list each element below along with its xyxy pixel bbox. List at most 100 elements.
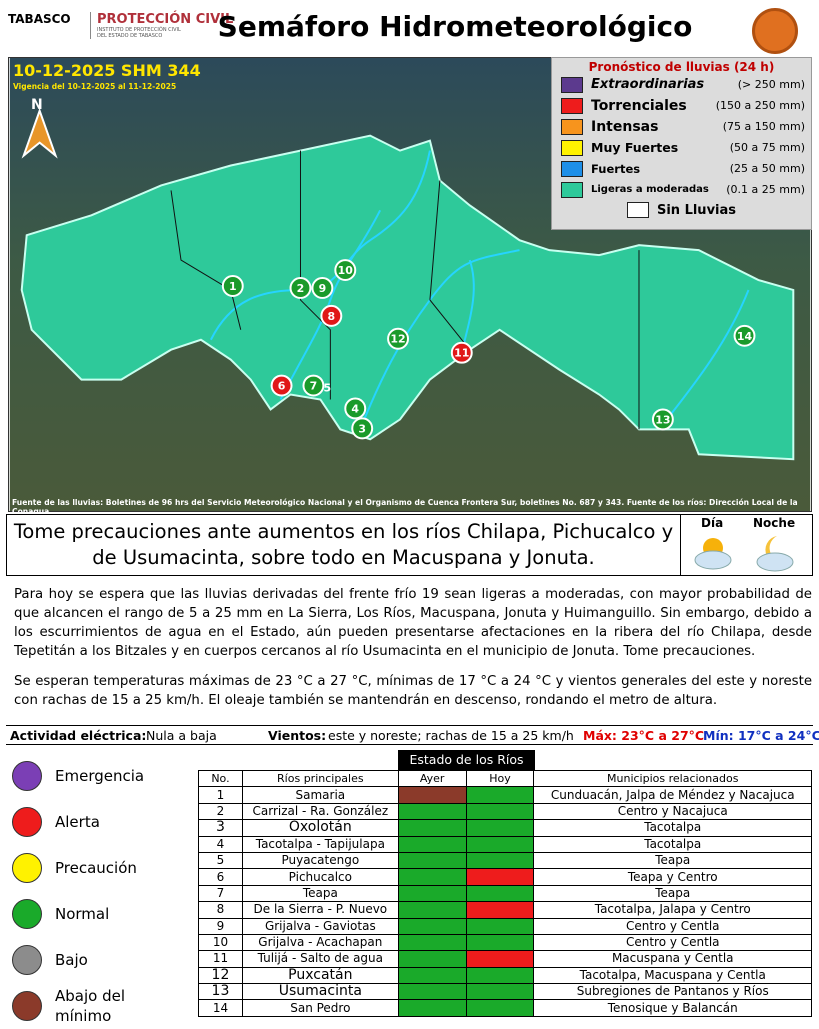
forecast-text: Para hoy se espera que las lluvias deriv…	[14, 585, 812, 721]
municipality-cell: Tacotalpa, Jalapa y Centro	[533, 901, 812, 919]
wind-label: Vientos:	[268, 728, 327, 743]
marker-label: 11	[454, 347, 469, 360]
warning-box: Tome precauciones ante aumentos en los r…	[6, 514, 813, 576]
table-body: 1 Samaria Cunduacán, Jalpa de Méndez y Nac…	[198, 786, 812, 1017]
marker-dot	[320, 304, 343, 327]
logo-text: TABASCO	[8, 12, 71, 26]
status-legend: Emergencia Alerta Precaución Normal Bajo Abaj…	[12, 753, 192, 1029]
municipality-cell: Cunduacán, Jalpa de Méndez y Nacajuca	[533, 786, 812, 804]
legend-items: Extraordinarias (> 250 mm) Torrenciales (15…	[552, 74, 811, 200]
border-line	[429, 180, 471, 351]
table-row: 7 Teapa Teapa	[198, 884, 812, 903]
river-cell: Pichucalco	[241, 868, 399, 886]
municipality-cell: Centro y Centla	[533, 933, 812, 952]
status-label: Precaución	[55, 859, 137, 877]
table-row: 11 Tulijá - Salto de agua Macuspana y Cent…	[198, 950, 812, 968]
status-today	[465, 901, 535, 919]
table-title: Estado de los Ríos	[398, 750, 535, 770]
electric-value: Nula a baja	[146, 728, 217, 743]
status-dot	[12, 991, 42, 1021]
status-yesterday	[397, 819, 467, 837]
table-row: 1 Samaria Cunduacán, Jalpa de Méndez y Nac…	[198, 786, 812, 804]
marker-label: 6	[278, 380, 286, 393]
river-cell: Puyacatengo	[241, 851, 399, 870]
warning-text: Tome precauciones ante aumentos en los r…	[13, 520, 674, 569]
number-cell: 10	[198, 933, 243, 952]
swatch	[561, 76, 583, 93]
legend-item: Intensas (75 a 150 mm)	[552, 116, 811, 137]
municipality-cell: Macuspana y Centla	[533, 950, 812, 968]
table-row: 4 Tacotalpa - Tapijulapa Tacotalpa	[198, 835, 812, 853]
status-today	[465, 999, 535, 1017]
status-today	[465, 835, 535, 853]
status-today	[465, 786, 535, 804]
status-label: Normal	[55, 905, 110, 923]
table: No. Ríos principales Ayer Hoy Municipios rel…	[198, 769, 812, 1017]
legend-label: Muy Fuertes	[591, 140, 679, 155]
rain-legend: Pronóstico de lluvias (24 h) Extraordina…	[551, 57, 812, 230]
paragraph: Para hoy se espera que las lluvias deriv…	[14, 587, 812, 659]
marker-label: 2	[297, 282, 305, 295]
river-cell: Carrizal - Ra. González	[241, 802, 399, 821]
table-row: 13 Usumacinta Subregiones de Pantanos y Rí…	[198, 983, 812, 1001]
legend-range: (25 a 50 mm)	[729, 162, 805, 175]
cloud-icon	[756, 552, 794, 572]
river-cell: Teapa	[241, 884, 399, 903]
marker-dot	[450, 341, 473, 364]
municipality-cell: Subregiones de Pantanos y Ríos	[533, 983, 812, 1001]
river-cell: Tacotalpa - Tapijulapa	[241, 835, 399, 853]
bulletin-id: 10-12-2025 SHM 344	[13, 61, 201, 80]
rivers-table: Estado de los Ríos No. Ríos principales Ay…	[198, 750, 812, 1017]
river-line	[279, 209, 382, 400]
number-cell: 12	[198, 966, 243, 985]
river-cell: De la Sierra - P. Nuevo	[241, 901, 399, 919]
status-label: Abajo del mínimo	[55, 987, 126, 1025]
marker-dot	[651, 408, 674, 431]
river-cell: Grijalva - Gaviotas	[241, 917, 399, 935]
seal-icon	[752, 8, 798, 54]
status-today	[465, 966, 535, 985]
border-line	[170, 190, 242, 330]
number-cell: 8	[198, 901, 243, 919]
status-yesterday	[397, 868, 467, 886]
legend-label: Ligeras a moderadas	[591, 184, 709, 195]
legend-title: Pronóstico de lluvias (24 h)	[588, 60, 775, 74]
legend-range: (> 250 mm)	[737, 78, 805, 91]
marker-dot	[311, 277, 334, 299]
legend-item: Ligeras a moderadas (0.1 a 25 mm)	[552, 179, 811, 200]
status-dot	[12, 945, 42, 975]
number-cell: 3	[198, 819, 243, 837]
status-yesterday	[397, 835, 467, 853]
min-temp: Mín: 17°C a 24°C	[703, 728, 819, 743]
status-yesterday	[397, 884, 467, 903]
municipality-cell: Tacotalpa, Macuspana y Centla	[533, 966, 812, 985]
marker-label: 7	[310, 380, 318, 393]
status-label: Emergencia	[55, 767, 145, 785]
number-cell: 7	[198, 884, 243, 903]
legend-item: Muy Fuertes (50 a 75 mm)	[552, 137, 811, 158]
municipality-cell: Teapa y Centro	[533, 868, 812, 886]
status-dot	[12, 807, 42, 837]
status-yesterday	[397, 999, 467, 1017]
marker-label: 4	[351, 402, 359, 415]
river-cell: Puxcatán	[241, 966, 399, 985]
page-title: Semáforo Hidrometeorológico	[217, 10, 693, 43]
swatch	[561, 181, 583, 198]
legend-label: Fuertes	[591, 161, 641, 176]
status-today	[465, 802, 535, 821]
legend-item: Torrenciales (150 a 250 mm)	[552, 95, 811, 116]
paragraph: Se esperan temperaturas máximas de 23 °C…	[14, 674, 812, 708]
status-item: Abajo del mínimo	[12, 983, 192, 1029]
no-rain: Sin Lluvias	[552, 202, 811, 218]
number-cell: 6	[198, 868, 243, 886]
status-yesterday	[397, 933, 467, 952]
marker-label: 13	[655, 413, 670, 426]
icons	[694, 536, 794, 572]
swatch	[561, 118, 583, 135]
marker-dot	[733, 324, 756, 347]
north-arrow	[21, 107, 58, 159]
municipality-cell: Teapa	[533, 851, 812, 870]
status-today	[465, 819, 535, 837]
status-item: Precaución	[12, 845, 192, 891]
